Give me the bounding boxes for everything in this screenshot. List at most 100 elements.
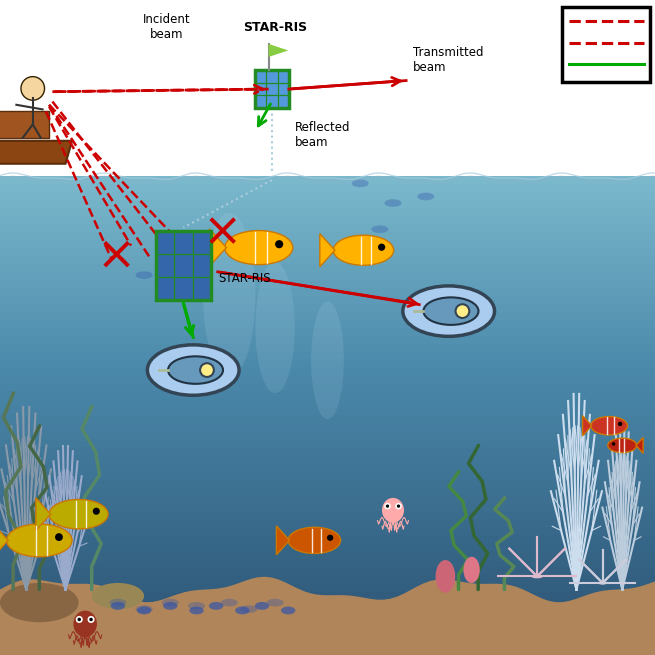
Ellipse shape — [384, 199, 402, 207]
Text: STAR-RIS: STAR-RIS — [243, 21, 307, 34]
Polygon shape — [0, 141, 72, 164]
Ellipse shape — [163, 602, 178, 610]
Bar — [0, 288, 655, 296]
Polygon shape — [320, 234, 335, 267]
Ellipse shape — [382, 498, 404, 523]
Bar — [0, 614, 655, 623]
Ellipse shape — [240, 605, 257, 613]
Ellipse shape — [221, 599, 238, 607]
Bar — [0, 375, 655, 384]
Polygon shape — [269, 44, 288, 57]
Bar — [0, 224, 655, 233]
Ellipse shape — [147, 345, 239, 396]
Ellipse shape — [111, 602, 125, 610]
Bar — [0, 471, 655, 479]
Bar — [0, 240, 655, 249]
Bar — [0, 415, 655, 424]
FancyBboxPatch shape — [0, 111, 49, 138]
Polygon shape — [636, 438, 643, 453]
Ellipse shape — [608, 438, 637, 453]
Ellipse shape — [209, 602, 223, 610]
Ellipse shape — [403, 286, 495, 337]
Bar — [0, 208, 655, 217]
Bar — [0, 463, 655, 472]
Circle shape — [386, 504, 389, 508]
Circle shape — [89, 618, 93, 621]
Bar — [0, 487, 655, 496]
Ellipse shape — [136, 271, 153, 279]
Bar — [0, 256, 655, 265]
Ellipse shape — [49, 499, 108, 529]
Bar — [0, 248, 655, 257]
Bar — [0, 527, 655, 536]
Bar — [0, 559, 655, 567]
Bar — [0, 383, 655, 392]
Ellipse shape — [225, 231, 293, 265]
Ellipse shape — [7, 524, 72, 557]
Bar — [0, 574, 655, 583]
Bar — [0, 495, 655, 504]
Ellipse shape — [597, 582, 608, 585]
Ellipse shape — [333, 235, 394, 265]
Bar — [0, 567, 655, 575]
Ellipse shape — [0, 583, 79, 622]
Ellipse shape — [188, 602, 205, 610]
Circle shape — [378, 244, 385, 251]
Bar — [0, 599, 655, 607]
Ellipse shape — [591, 417, 627, 435]
Ellipse shape — [311, 301, 344, 419]
Ellipse shape — [371, 225, 388, 233]
Ellipse shape — [137, 607, 151, 614]
Bar — [0, 511, 655, 519]
Ellipse shape — [255, 602, 269, 610]
Ellipse shape — [255, 262, 295, 393]
Circle shape — [76, 616, 83, 623]
Ellipse shape — [531, 574, 543, 578]
Bar — [0, 439, 655, 448]
Text: Incident
beam: Incident beam — [143, 12, 191, 41]
Bar — [0, 200, 655, 209]
Circle shape — [21, 77, 45, 100]
Bar — [0, 407, 655, 416]
Bar — [0, 192, 655, 200]
Bar — [0, 519, 655, 527]
Bar — [0, 232, 655, 240]
Bar — [0, 423, 655, 432]
Ellipse shape — [136, 605, 153, 613]
Ellipse shape — [109, 599, 126, 607]
Circle shape — [384, 503, 391, 510]
Polygon shape — [0, 523, 8, 558]
Bar — [0, 591, 655, 599]
Bar — [0, 328, 655, 336]
Bar — [0, 272, 655, 280]
Ellipse shape — [417, 193, 434, 200]
Polygon shape — [210, 229, 227, 267]
Ellipse shape — [423, 297, 478, 325]
Ellipse shape — [73, 610, 97, 637]
Bar — [0, 607, 655, 615]
Bar — [0, 431, 655, 440]
Bar — [0, 447, 655, 456]
FancyBboxPatch shape — [562, 7, 650, 82]
Circle shape — [200, 363, 214, 377]
Bar — [0, 639, 655, 647]
Bar — [0, 264, 655, 272]
Text: Transmitted
beam: Transmitted beam — [413, 46, 483, 74]
Ellipse shape — [281, 607, 295, 614]
Bar — [0, 216, 655, 225]
Text: STAR-RIS: STAR-RIS — [217, 272, 271, 285]
Bar — [0, 352, 655, 360]
Polygon shape — [582, 416, 591, 436]
Circle shape — [618, 422, 622, 426]
Circle shape — [456, 304, 470, 318]
Bar — [0, 312, 655, 320]
Bar — [0, 296, 655, 305]
Bar — [0, 503, 655, 512]
Ellipse shape — [267, 599, 284, 607]
Bar — [0, 304, 655, 312]
Ellipse shape — [203, 213, 255, 377]
Ellipse shape — [162, 599, 179, 607]
Bar — [0, 0, 655, 177]
Bar — [0, 392, 655, 400]
Bar — [0, 646, 655, 655]
